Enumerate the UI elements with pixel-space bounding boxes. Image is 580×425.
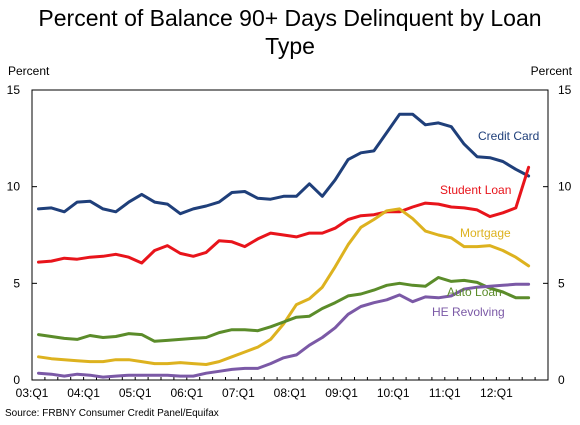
x-tick-label: 03:Q1 (16, 386, 49, 400)
y-axis-unit-left: Percent (8, 64, 50, 78)
series-label-credit-card: Credit Card (478, 129, 539, 143)
series-line-mortgage (37, 207, 531, 366)
series-label-student-loan: Student Loan (440, 183, 511, 197)
series-label-mortgage: Mortgage (460, 226, 511, 240)
y-tick-label-left: 0 (13, 373, 20, 387)
series-line-he-revolving (37, 282, 531, 379)
x-tick-label: 11:Q1 (429, 386, 461, 400)
series-label-auto-loan: Auto Loan (447, 285, 502, 299)
series-line-credit-card (37, 112, 531, 216)
y-tick-label-right: 10 (558, 180, 572, 194)
series-line-auto-loan (37, 276, 531, 343)
y-tick-label-right: 5 (558, 276, 565, 290)
y-tick-label-right: 0 (558, 373, 565, 387)
y-tick-label-left: 15 (7, 83, 21, 97)
series-line-student-loan (37, 165, 531, 265)
x-tick-label: 04:Q1 (67, 386, 100, 400)
chart-title-line-1: Percent of Balance 90+ Days Delinquent b… (38, 5, 542, 31)
x-tick-label: 07:Q1 (222, 386, 255, 400)
y-tick-label-left: 5 (13, 276, 20, 290)
x-tick-label: 09:Q1 (325, 386, 358, 400)
source-note: Source: FRBNY Consumer Credit Panel/Equi… (5, 408, 219, 419)
x-tick-label: 12:Q1 (480, 386, 513, 400)
y-tick-label-right: 15 (558, 83, 572, 97)
x-tick-label: 06:Q1 (170, 386, 203, 400)
chart-title-line-2: Type (265, 33, 315, 59)
x-tick-label: 10:Q1 (377, 386, 410, 400)
chart-title: Percent of Balance 90+ Days Delinquent b… (0, 4, 580, 60)
y-axis-unit-right: Percent (530, 64, 572, 78)
x-tick-label: 05:Q1 (119, 386, 152, 400)
series-label-he-revolving: HE Revolving (432, 305, 505, 319)
x-tick-label: 08:Q1 (274, 386, 307, 400)
y-tick-label-left: 10 (7, 180, 21, 194)
